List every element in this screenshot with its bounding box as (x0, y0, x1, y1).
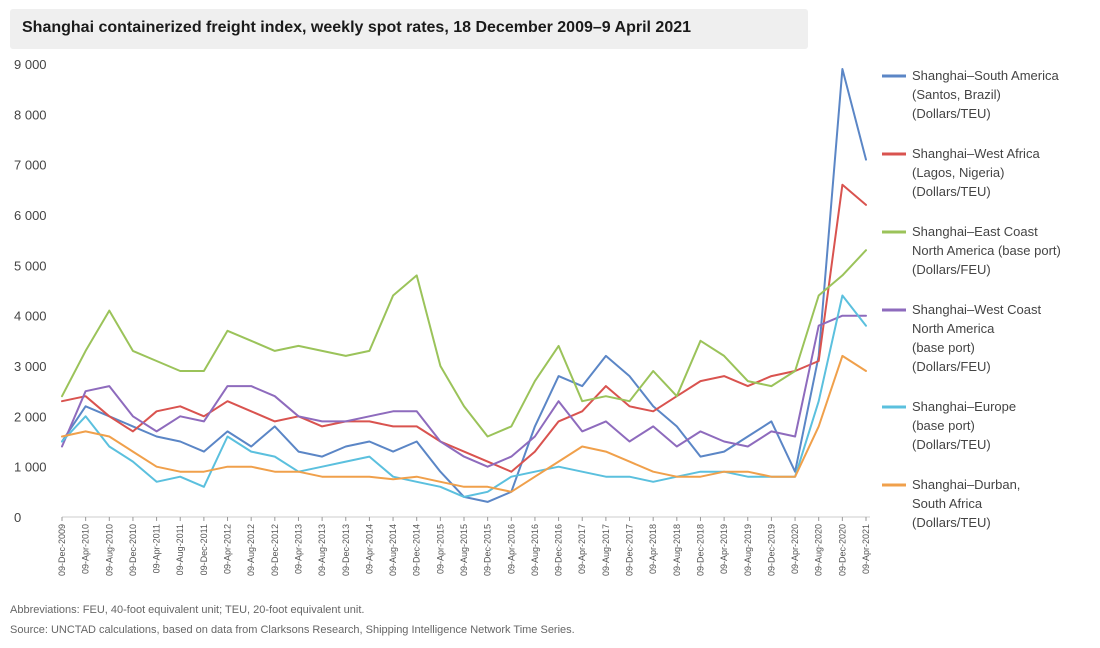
x-tick-label: 09-Apr-2013 (293, 524, 303, 574)
x-tick-label: 09-Dec-2011 (199, 524, 209, 575)
x-tick-label: 09-Dec-2018 (695, 524, 705, 576)
legend-label: (Dollars/TEU) (912, 515, 991, 530)
y-tick-label: 8 000 (14, 107, 47, 122)
x-tick-label: 09-Apr-2018 (648, 524, 658, 574)
series-line (61, 183, 867, 473)
x-tick-label: 09-Apr-2011 (152, 524, 162, 573)
y-tick-label: 7 000 (14, 158, 47, 173)
legend-label: (Dollars/TEU) (912, 106, 991, 121)
x-tick-label: 09-Dec-2012 (270, 524, 280, 576)
x-tick-label: 09-Apr-2019 (719, 524, 729, 574)
series-line (61, 249, 867, 438)
y-tick-label: 6 000 (14, 208, 47, 223)
x-tick-label: 09-Dec-2019 (766, 524, 776, 576)
legend-label: (base port) (912, 418, 975, 433)
y-tick-label: 1 000 (14, 460, 47, 475)
x-tick-label: 09-Apr-2014 (364, 524, 374, 574)
x-tick-label: 09-Aug-2013 (317, 524, 327, 576)
legend-label: (Santos, Brazil) (912, 87, 1001, 102)
legend-label: Shanghai–East Coast (912, 224, 1038, 239)
footnote-abbreviations: Abbreviations: FEU, 40-foot equivalent u… (10, 604, 365, 616)
x-tick-label: 09-Apr-2015 (435, 524, 445, 574)
x-tick-label: 09-Aug-2014 (388, 524, 398, 576)
x-tick-label: 09-Apr-2017 (577, 524, 587, 574)
x-tick-label: 09-Dec-2016 (554, 524, 564, 576)
y-tick-label: 2 000 (14, 409, 47, 424)
y-tick-label: 0 (14, 510, 21, 525)
legend-label: (Dollars/TEU) (912, 437, 991, 452)
x-tick-label: 09-Apr-2016 (506, 524, 516, 574)
legend-label: (Dollars/TEU) (912, 184, 991, 199)
x-tick-label: 09-Dec-2017 (625, 524, 635, 576)
y-tick-label: 4 000 (14, 309, 47, 324)
x-tick-label: 09-Dec-2010 (128, 524, 138, 576)
legend-label: (Lagos, Nigeria) (912, 165, 1005, 180)
x-tick-label: 09-Aug-2020 (814, 524, 824, 576)
x-tick-label: 09-Apr-2020 (790, 524, 800, 574)
chart-title: Shanghai containerized freight index, we… (22, 19, 692, 36)
legend-label: Shanghai–West Africa (912, 146, 1040, 161)
legend-label: Shanghai–Europe (912, 399, 1016, 414)
x-tick-label: 09-Aug-2010 (104, 524, 114, 576)
legend-label: South Africa (912, 496, 983, 511)
legend-label: (Dollars/FEU) (912, 262, 991, 277)
x-tick-label: 09-Apr-2021 (861, 524, 871, 574)
x-tick-label: 09-Aug-2012 (246, 524, 256, 576)
x-tick-label: 09-Dec-2014 (412, 524, 422, 576)
y-tick-label: 9 000 (14, 57, 47, 72)
y-tick-label: 5 000 (14, 258, 47, 273)
x-tick-label: 09-Apr-2012 (223, 524, 233, 574)
x-tick-label: 09-Aug-2011 (175, 524, 185, 575)
legend-label: (base port) (912, 340, 975, 355)
line-chart: 0 1 000 2 000 3 000 4 000 5 000 6 000 7 000 8 00… (14, 57, 1061, 576)
legend-label: Shanghai–South America (912, 68, 1059, 83)
legend-label: North America (912, 321, 995, 336)
series-line (61, 314, 867, 468)
series-line (61, 354, 867, 493)
legend-label: North America (base port) (912, 243, 1061, 258)
x-tick-label: 09-Aug-2016 (530, 524, 540, 576)
x-tick-label: 09-Dec-2015 (483, 524, 493, 576)
legend-label: (Dollars/FEU) (912, 359, 991, 374)
y-tick-label: 3 000 (14, 359, 47, 374)
legend-label: Shanghai–West Coast (912, 302, 1042, 317)
x-tick-label: 09-Dec-2013 (341, 524, 351, 576)
series-line (61, 294, 867, 498)
footnote-source: Source: UNCTAD calculations, based on da… (10, 624, 575, 636)
x-tick-label: 09-Dec-2020 (837, 524, 847, 576)
x-tick-label: 09-Aug-2018 (672, 524, 682, 576)
x-tick-label: 09-Aug-2017 (601, 524, 611, 576)
x-tick-label: 09-Aug-2019 (743, 524, 753, 576)
x-tick-label: 09-Aug-2015 (459, 524, 469, 576)
x-tick-label: 09-Apr-2010 (81, 524, 91, 574)
chart-title-box: Shanghai containerized freight index, we… (10, 9, 808, 49)
x-tick-label: 09-Dec-2009 (57, 524, 67, 576)
legend-label: Shanghai–Durban, (912, 477, 1020, 492)
series-line (61, 68, 867, 503)
